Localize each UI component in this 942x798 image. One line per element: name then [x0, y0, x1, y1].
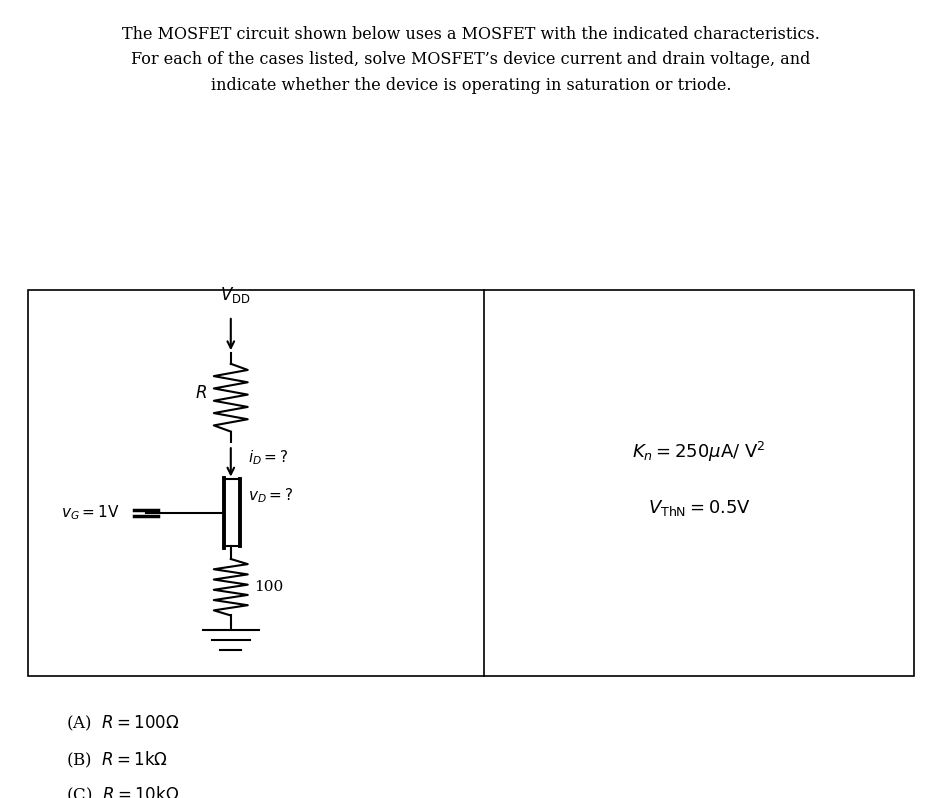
Text: $K_n = 250\mu\mathrm{A}/\ \mathrm{V}^2$: $K_n = 250\mu\mathrm{A}/\ \mathrm{V}^2$ — [632, 440, 766, 464]
Text: $V_{\mathrm{ThN}} = 0.5\mathrm{V}$: $V_{\mathrm{ThN}} = 0.5\mathrm{V}$ — [647, 498, 751, 518]
Text: $V_{\rm DD}$: $V_{\rm DD}$ — [220, 285, 251, 305]
Text: (A)  $R = 100\Omega$: (A) $R = 100\Omega$ — [66, 713, 179, 733]
Bar — [28, 290, 914, 677]
Text: (C)  $R = 10\mathrm{k}\Omega$: (C) $R = 10\mathrm{k}\Omega$ — [66, 785, 179, 798]
Text: (B)  $R = 1\mathrm{k}\Omega$: (B) $R = 1\mathrm{k}\Omega$ — [66, 749, 168, 769]
Text: $v_G = 1\mathrm{V}$: $v_G = 1\mathrm{V}$ — [61, 504, 120, 522]
Text: $i_D =?$: $i_D =?$ — [248, 448, 288, 467]
Text: $v_D =?$: $v_D =?$ — [248, 487, 293, 505]
Text: $R$: $R$ — [195, 385, 207, 402]
Text: The MOSFET circuit shown below uses a MOSFET with the indicated characteristics.: The MOSFET circuit shown below uses a MO… — [122, 26, 820, 94]
Text: 100: 100 — [254, 580, 284, 595]
